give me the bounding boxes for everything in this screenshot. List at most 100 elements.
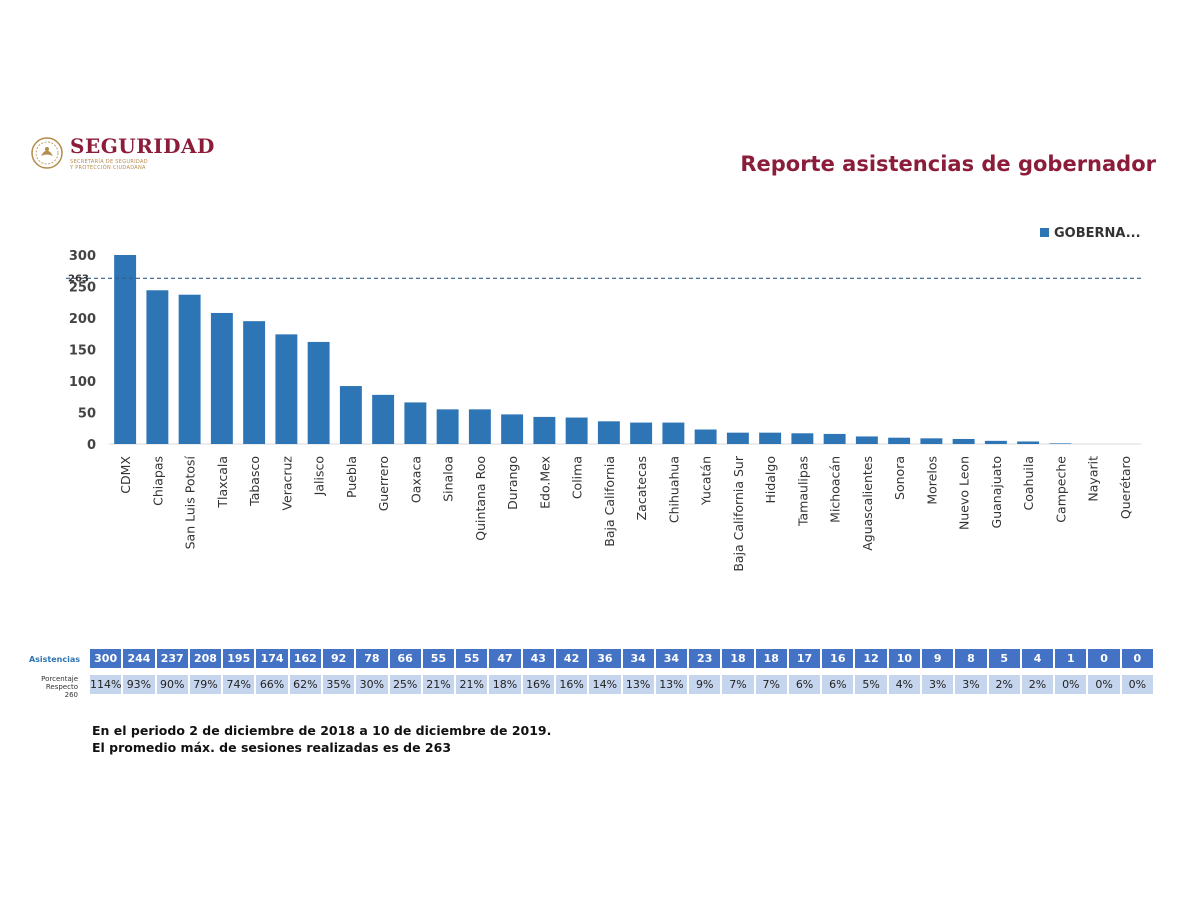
table-cell-porcentaje: 25%	[389, 675, 423, 694]
table-cell-asistencias: 18	[755, 649, 789, 668]
bar[interactable]	[984, 440, 1007, 444]
table-cell-asistencias: 5	[988, 649, 1022, 668]
bar[interactable]	[823, 433, 846, 444]
bar[interactable]	[565, 417, 588, 444]
table-cell-porcentaje: 21%	[456, 675, 490, 694]
bar[interactable]	[952, 438, 975, 444]
bar[interactable]	[920, 438, 943, 444]
x-tick-label: Aguascalientes	[860, 456, 875, 551]
bar[interactable]	[275, 334, 298, 444]
table-row-label-line3: 260	[64, 691, 78, 699]
table-cell-porcentaje: 14%	[589, 675, 623, 694]
table-cell-asistencias: 1	[1055, 649, 1089, 668]
bar[interactable]	[146, 290, 169, 444]
table-row-label-porcentaje: Porcentaje Respecto 260	[20, 675, 78, 699]
legend-label: GOBERNA...	[1054, 226, 1141, 241]
table-cell-asistencias: 78	[356, 649, 390, 668]
table-row-label-asistencias: Asistencias	[28, 655, 80, 664]
x-tick-label: Campeche	[1053, 456, 1068, 523]
table-cell-porcentaje: 62%	[289, 675, 323, 694]
footnote: En el periodo 2 de diciembre de 2018 a 1…	[92, 722, 551, 756]
table-cell-porcentaje: 90%	[156, 675, 190, 694]
bar[interactable]	[662, 422, 685, 444]
x-tick-label: Chihuahua	[666, 456, 681, 523]
y-tick-label: 250	[69, 281, 96, 296]
table-cell-porcentaje: 13%	[655, 675, 690, 694]
table-cell-porcentaje: 9%	[689, 675, 723, 694]
table-cell-asistencias: 55	[456, 649, 490, 668]
table-cell-asistencias: 34	[622, 649, 656, 668]
table-cell-asistencias: 237	[156, 649, 190, 668]
report-title: Reporte asistencias de gobernador	[740, 152, 1156, 176]
bar[interactable]	[436, 409, 459, 444]
table-cell-asistencias: 244	[123, 649, 157, 668]
table-cell-asistencias: 8	[955, 649, 989, 668]
table-cell-porcentaje: 30%	[356, 675, 390, 694]
x-tick-label: Michoacán	[828, 456, 843, 523]
bar[interactable]	[533, 416, 556, 444]
bar[interactable]	[339, 386, 362, 444]
x-tick-label: Nuevo Leon	[957, 456, 972, 530]
x-tick-label: Morelos	[924, 456, 939, 505]
x-tick-label: Tabasco	[247, 456, 262, 507]
bar[interactable]	[855, 436, 878, 444]
table-cell-porcentaje: 0%	[1088, 675, 1122, 694]
x-tick-label: Oaxaca	[408, 456, 423, 503]
table-cell-asistencias: 43	[522, 649, 556, 668]
x-tick-label: Coahuila	[1021, 456, 1036, 511]
table-row-label-line2: Respecto	[45, 683, 78, 691]
bar[interactable]	[114, 255, 137, 444]
table-cell-asistencias: 18	[722, 649, 756, 668]
x-tick-label: Durango	[505, 456, 520, 510]
x-tick-label: Baja California	[602, 456, 617, 547]
x-tick-label: Hidalgo	[763, 456, 778, 504]
table-cell-porcentaje: 3%	[922, 675, 956, 694]
table-cell-porcentaje: 66%	[256, 675, 290, 694]
x-tick-label: CDMX	[118, 456, 133, 494]
bars	[114, 255, 1072, 444]
table-cell-asistencias: 9	[922, 649, 956, 668]
bar[interactable]	[888, 437, 911, 444]
table-cell-porcentaje: 6%	[788, 675, 823, 694]
table-cell-asistencias: 300	[90, 649, 124, 668]
bar[interactable]	[1017, 441, 1040, 444]
bar[interactable]	[759, 432, 782, 444]
x-tick-label: Sinaloa	[441, 456, 456, 502]
table-cell-porcentaje: 21%	[422, 675, 457, 694]
bar[interactable]	[791, 433, 814, 444]
x-tick-label: Querétaro	[1118, 456, 1133, 519]
table-cell-asistencias: 208	[189, 649, 224, 668]
bar[interactable]	[243, 321, 266, 444]
bar[interactable]	[597, 421, 620, 444]
table-cell-asistencias: 17	[788, 649, 823, 668]
bar[interactable]	[694, 429, 717, 444]
bar[interactable]	[210, 312, 233, 444]
x-tick-label: Guerrero	[376, 456, 391, 511]
bar[interactable]	[307, 341, 330, 444]
table-cell-porcentaje: 114%	[90, 675, 124, 694]
table-cell-porcentaje: 0%	[1121, 675, 1155, 694]
y-tick-label: 200	[69, 312, 96, 327]
logo-subtitle-line1: SECRETARÍA DE SEGURIDAD	[70, 159, 148, 165]
bar[interactable]	[178, 294, 201, 444]
y-tick-label: 100	[69, 375, 96, 390]
bar[interactable]	[372, 394, 395, 444]
legend[interactable]: GOBERNA...	[1040, 226, 1141, 241]
table-cell-porcentaje: 4%	[888, 675, 923, 694]
table-cell-porcentaje: 6%	[822, 675, 856, 694]
bar[interactable]	[404, 402, 427, 444]
bar[interactable]	[726, 432, 749, 444]
table-cell-porcentaje: 2%	[988, 675, 1022, 694]
bar[interactable]	[630, 422, 653, 444]
bar[interactable]	[1049, 443, 1072, 444]
y-tick-label: 50	[78, 407, 96, 422]
x-tick-label: Sonora	[892, 456, 907, 500]
bar[interactable]	[468, 409, 491, 444]
x-axis-labels: CDMX Chiapas San Luis Potosí Tlaxcala Tabasc…	[118, 455, 1133, 572]
logo-subtitle: SECRETARÍA DE SEGURIDAD Y PROTECCIÓN CIU…	[70, 159, 148, 171]
table-cell-porcentaje: 16%	[555, 675, 590, 694]
table-cell-asistencias: 36	[589, 649, 623, 668]
x-tick-label: Veracruz	[279, 456, 294, 511]
x-tick-label: Puebla	[344, 456, 359, 498]
bar[interactable]	[501, 414, 524, 444]
